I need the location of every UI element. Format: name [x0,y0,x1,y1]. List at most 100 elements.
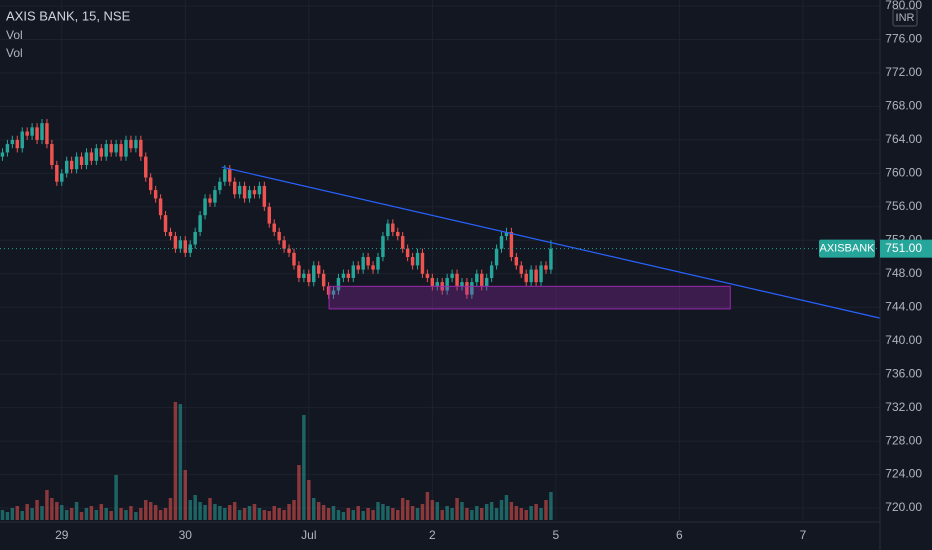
candle-body [435,282,440,287]
volume-bar [277,508,281,520]
volume-bar [104,508,108,520]
volume-bar [504,495,509,520]
x-tick-label: 2 [429,528,436,542]
currency-box[interactable] [892,8,918,27]
volume-bar [524,510,528,520]
volume-bar [50,498,54,520]
volume-bar [79,512,84,520]
x-tick-label: 6 [676,528,683,542]
candle-body [163,215,168,232]
candle-body [420,252,425,274]
candle-body [79,156,84,165]
candle-body [415,252,420,266]
candle-body [168,231,173,237]
candle-body [381,236,385,258]
candle-body [40,123,44,140]
volume-bar [539,508,543,520]
candle-body [425,273,430,278]
candle-body [178,240,183,249]
volume-bar [242,508,247,520]
volume-bar [69,508,74,520]
volume-bar [188,500,192,520]
volume-bar [55,502,59,520]
x-tick-label: 30 [179,528,193,542]
candle-body [460,282,464,287]
volume-bar [25,504,29,520]
symbol-label: AXISBANK [819,243,875,255]
candle-body [307,273,311,283]
x-tick-label: 5 [553,528,560,542]
volume-bar [272,506,276,520]
candle-body [321,273,326,287]
currency[interactable]: INR [896,12,915,24]
candle-body [455,273,459,287]
candle-body [20,131,24,149]
volume-bar [109,511,113,520]
volume-bar [252,504,257,520]
y-tick-label: 760.00 [885,166,922,180]
candle-body [480,273,484,287]
y-tick-label: 768.00 [885,99,922,113]
volume-bar [228,505,232,520]
volume-bar [312,498,316,520]
candle-body [99,148,104,157]
candle-body [237,185,242,195]
candle-body [94,148,99,161]
volume-bar [465,508,469,520]
volume-bar [223,508,227,520]
volume-bar [391,508,395,520]
candle-body [465,282,469,295]
candle-body [509,231,514,258]
candle-body [277,231,281,241]
volume-bar [114,475,118,520]
volume-bar [257,508,262,520]
volume-bar [89,506,94,520]
volume-bar [356,506,360,520]
volume-bar [430,500,435,520]
volume-bar [302,415,306,520]
volume-bar [336,510,341,520]
volume-bar [460,502,464,520]
candle-body [173,236,178,249]
volume-bar [366,508,370,520]
candle-body [544,265,548,270]
volume-bar [35,500,39,520]
x-tick-label: 7 [800,528,807,542]
y-tick-label: 728.00 [885,433,922,447]
volume-bar [144,500,148,520]
candle-body [396,231,400,237]
volume-bar [484,504,489,520]
volume-bar [134,512,138,520]
candle-body [89,152,94,161]
range-box [328,285,731,310]
candle-body [475,273,479,283]
candle-body [84,152,89,165]
candle-body [5,144,10,153]
y-tick-label: 744.00 [885,299,922,313]
volume-bar [148,502,153,520]
candle-body [484,277,489,287]
candle-body [104,144,108,157]
candle-body [504,231,509,237]
candle-body [64,160,69,174]
trend-line [221,166,881,319]
volume-bar [534,504,538,520]
volume-bar [282,510,286,520]
volume-bar [326,508,331,520]
volume-bar [292,500,296,520]
volume-bar [489,502,494,520]
volume-bar [262,510,267,520]
candle-body [391,223,395,232]
volume-bar [99,504,104,520]
volume-bar [124,510,128,520]
volume-bar [331,506,336,520]
candle-body [223,169,227,182]
candle-body [139,139,143,157]
candle-body [494,248,499,266]
y-tick-label: 780.00 [885,0,922,12]
price-badge [880,239,932,258]
candle-body [376,257,380,270]
volume-bar [168,498,173,520]
volume-bar [10,508,15,520]
volume-bar [193,495,197,520]
